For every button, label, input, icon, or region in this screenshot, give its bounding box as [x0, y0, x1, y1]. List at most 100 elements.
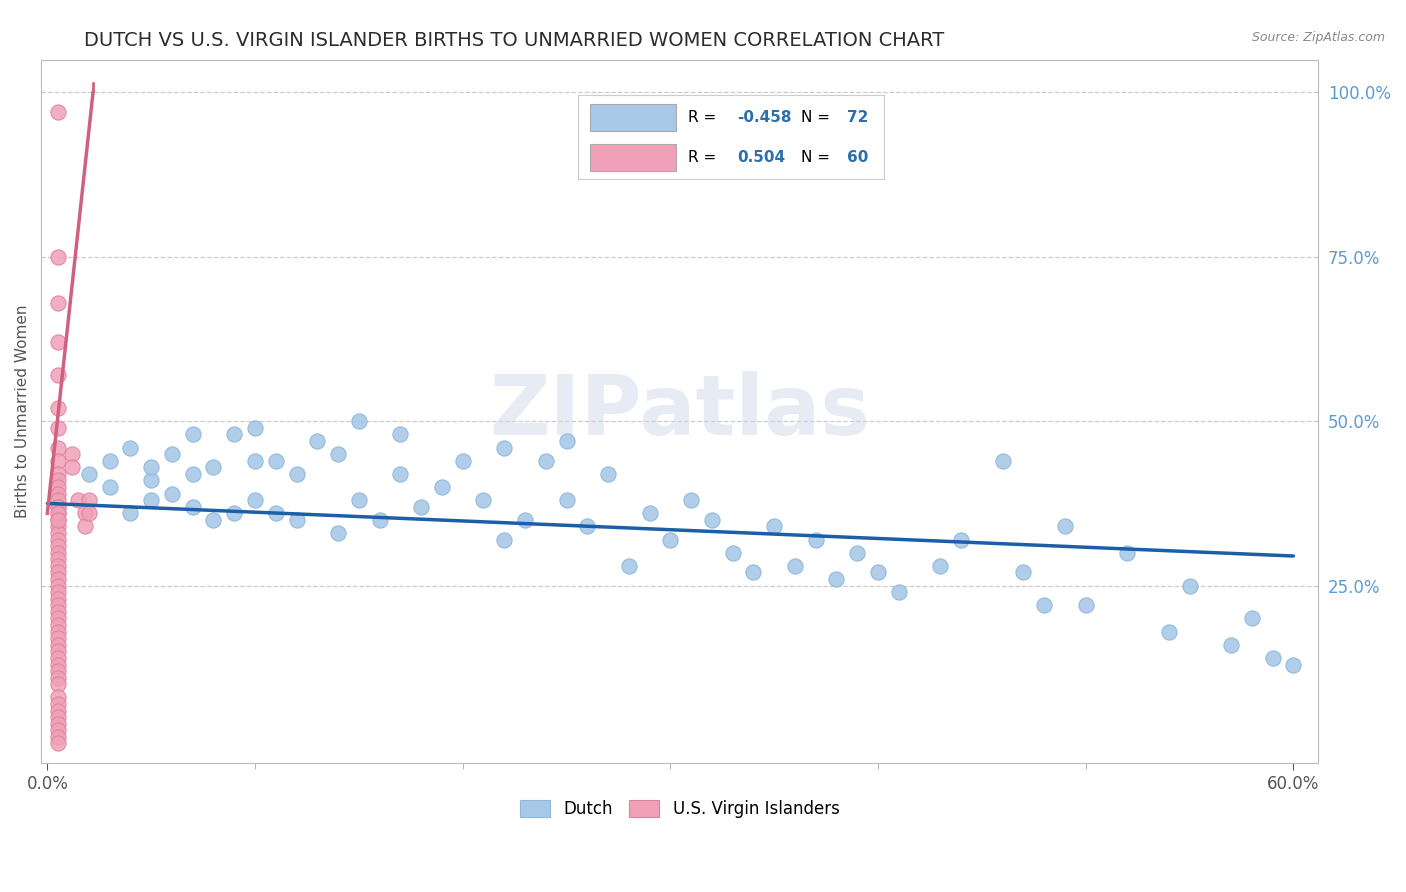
Point [307, 434, 329, 448]
Point [46, 716, 69, 731]
Point [721, 546, 744, 560]
Point [46, 335, 69, 350]
Point [681, 493, 703, 508]
Point [617, 558, 640, 573]
Point [224, 506, 246, 520]
Point [513, 513, 536, 527]
Point [285, 513, 308, 527]
Point [46, 558, 69, 573]
Point [120, 441, 142, 455]
Point [46, 250, 69, 264]
Point [77, 506, 100, 520]
Point [1240, 611, 1263, 625]
Point [202, 513, 225, 527]
Point [326, 526, 349, 541]
Point [46, 533, 69, 547]
Point [243, 493, 266, 508]
Point [46, 493, 69, 508]
Point [46, 651, 69, 665]
Point [389, 427, 412, 442]
Point [1012, 566, 1035, 580]
Point [825, 572, 848, 586]
Point [1178, 579, 1201, 593]
Point [866, 566, 889, 580]
Point [264, 453, 287, 467]
Point [46, 480, 69, 494]
Point [46, 671, 69, 685]
Point [181, 467, 204, 481]
Point [46, 506, 69, 520]
Point [451, 453, 474, 467]
Point [326, 447, 349, 461]
Point [243, 453, 266, 467]
Point [60, 447, 83, 461]
Point [46, 591, 69, 606]
Point [555, 493, 578, 508]
Point [243, 421, 266, 435]
Point [742, 566, 765, 580]
Point [160, 486, 183, 500]
Point [46, 624, 69, 639]
Point [555, 434, 578, 448]
Point [98, 480, 121, 494]
Point [783, 558, 806, 573]
Point [46, 519, 69, 533]
Point [991, 453, 1014, 467]
Point [46, 657, 69, 672]
Point [1282, 657, 1305, 672]
Point [430, 480, 453, 494]
Point [120, 506, 142, 520]
Point [264, 506, 287, 520]
Point [1033, 599, 1056, 613]
Point [389, 467, 412, 481]
Point [46, 704, 69, 718]
Point [46, 585, 69, 599]
Point [46, 486, 69, 500]
Point [494, 533, 516, 547]
Point [46, 506, 69, 520]
Point [77, 467, 100, 481]
Point [46, 579, 69, 593]
Point [347, 414, 370, 428]
Point [1053, 519, 1076, 533]
Point [181, 427, 204, 442]
Point [46, 500, 69, 514]
Point [46, 467, 69, 481]
Point [46, 690, 69, 705]
Point [411, 500, 433, 514]
Point [141, 474, 163, 488]
Point [67, 493, 90, 508]
Point [1116, 546, 1139, 560]
Point [46, 296, 69, 310]
Point [224, 427, 246, 442]
Point [659, 533, 682, 547]
Text: DUTCH VS U.S. VIRGIN ISLANDER BIRTHS TO UNMARRIED WOMEN CORRELATION CHART: DUTCH VS U.S. VIRGIN ISLANDER BIRTHS TO … [84, 31, 945, 50]
Point [929, 558, 952, 573]
Point [46, 638, 69, 652]
Point [46, 605, 69, 619]
Point [1074, 599, 1097, 613]
Point [46, 526, 69, 541]
Point [46, 599, 69, 613]
Point [141, 493, 163, 508]
Point [46, 710, 69, 724]
Point [181, 500, 204, 514]
Point [46, 368, 69, 383]
Point [46, 611, 69, 625]
Text: ZIPatlas: ZIPatlas [489, 371, 870, 452]
Point [700, 513, 723, 527]
Point [46, 631, 69, 645]
Point [1261, 651, 1284, 665]
Point [887, 585, 910, 599]
Point [160, 447, 183, 461]
Point [46, 421, 69, 435]
Point [202, 460, 225, 475]
Point [73, 506, 96, 520]
Point [368, 513, 391, 527]
Point [60, 460, 83, 475]
Point [46, 552, 69, 566]
Point [46, 105, 69, 120]
Point [804, 533, 827, 547]
Point [534, 453, 557, 467]
Point [46, 513, 69, 527]
